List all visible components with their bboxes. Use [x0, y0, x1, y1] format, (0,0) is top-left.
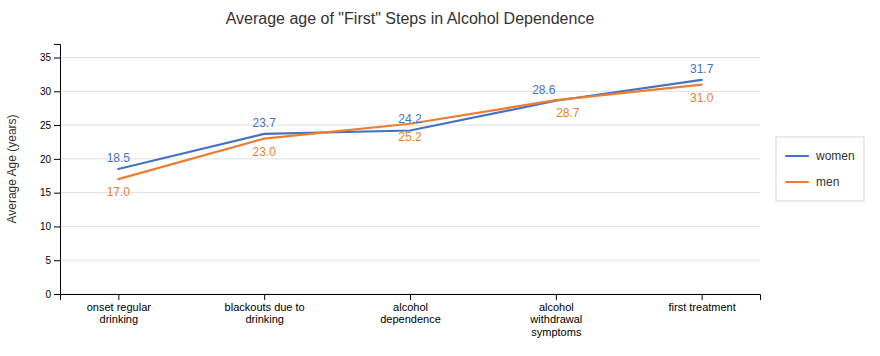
x-tick-mark: [264, 294, 265, 300]
data-label: 28.7: [556, 106, 580, 120]
y-tick: 30: [40, 86, 60, 97]
x-tick-label-line: onset regular: [87, 301, 152, 313]
plot-area: 05101520253035onset regulardrinkingblack…: [40, 45, 761, 339]
y-tick-mark: [54, 226, 60, 227]
data-label: 18.5: [107, 151, 131, 165]
chart-svg: 05101520253035onset regulardrinkingblack…: [0, 0, 880, 356]
x-tick-label-line: first treatment: [669, 301, 736, 313]
y-tick-mark: [54, 193, 60, 194]
x-tick-label: alcoholwithdrawalsymptoms: [529, 301, 582, 338]
data-label: 24.2: [398, 112, 422, 126]
data-label: 25.2: [398, 130, 422, 144]
y-tick-mark: [54, 260, 60, 261]
x-tick-mark: [702, 294, 703, 300]
x-tick-label-line: blackouts due to: [225, 301, 305, 313]
x-tick: first treatment: [669, 294, 736, 313]
y-tick-label: 20: [40, 154, 52, 165]
data-label: 23.0: [252, 145, 276, 159]
x-tick-label-line: drinking: [100, 313, 139, 325]
y-tick-label: 0: [45, 289, 51, 300]
legend-item: women: [786, 149, 855, 163]
data-label: 28.6: [532, 83, 556, 97]
grid-line: [60, 260, 760, 261]
legend: women men: [776, 137, 864, 201]
y-tick-mark: [54, 294, 60, 295]
y-tick-label: 30: [40, 86, 52, 97]
y-axis-line: [54, 45, 61, 295]
y-tick-label: 35: [40, 52, 52, 63]
legend-swatch: [786, 181, 808, 183]
x-tick-label: blackouts due todrinking: [225, 301, 305, 326]
y-tick-mark: [54, 58, 60, 59]
x-tick-label-line: dependence: [380, 313, 441, 325]
grid-line: [60, 91, 760, 92]
y-tick-label: 10: [40, 221, 52, 232]
x-tick: blackouts due todrinking: [225, 294, 305, 325]
y-tick: 5: [45, 255, 60, 266]
y-tick-mark: [54, 91, 60, 92]
x-tick: alcoholwithdrawalsymptoms: [529, 294, 582, 338]
chart-container: 05101520253035onset regulardrinkingblack…: [0, 0, 880, 356]
data-label: 31.0: [690, 91, 714, 105]
y-axis: 0 5 10 15 20 25 30 35: [40, 45, 61, 300]
grid-line: [60, 57, 760, 58]
grid-line: [60, 226, 760, 227]
x-tick-label-line: withdrawal: [529, 313, 582, 325]
x-tick-label-line: drinking: [245, 313, 284, 325]
data-label: 23.7: [252, 116, 276, 130]
y-tick-label: 15: [40, 187, 52, 198]
chart-title: Average age of "First" Steps in Alcohol …: [226, 10, 595, 27]
x-tick-mark: [118, 294, 119, 300]
x-tick-label: first treatment: [669, 301, 736, 313]
legend-label: men: [816, 175, 839, 189]
x-tick-label-line: alcohol: [539, 301, 574, 313]
x-tick-label-line: alcohol: [393, 301, 428, 313]
y-axis-title: Average Age (years): [5, 114, 19, 223]
data-label: 31.7: [690, 62, 714, 76]
x-tick: onset regulardrinking: [87, 294, 152, 325]
y-tick-mark: [54, 125, 60, 126]
data-labels: 18.5 23.7 24.2 28.6 31.7 17.0 23.0 25.2 28.7 31.0: [107, 62, 714, 199]
legend-label: women: [815, 149, 855, 163]
x-tick-label-line: symptoms: [531, 326, 582, 338]
y-tick: 10: [40, 221, 60, 232]
y-tick-mark: [54, 159, 60, 160]
x-axis: onset regulardrinkingblackouts due todri…: [61, 294, 761, 338]
x-axis-line: [61, 295, 761, 301]
y-tick: 15: [40, 187, 60, 198]
legend-swatch: [786, 155, 808, 157]
legend-frame: [776, 137, 864, 201]
x-tick: alcoholdependence: [380, 294, 441, 325]
y-tick-label: 5: [45, 255, 51, 266]
y-tick-label: 25: [40, 120, 52, 131]
series-line: [118, 85, 701, 180]
y-tick: 25: [40, 120, 60, 131]
y-tick: 20: [40, 154, 60, 165]
legend-item: men: [786, 175, 839, 189]
grid-line: [60, 192, 760, 193]
x-tick-mark: [556, 294, 557, 300]
y-tick: 0: [45, 289, 60, 300]
y-tick: 35: [40, 52, 60, 63]
series-lines: [118, 80, 701, 179]
x-tick-label: alcoholdependence: [380, 301, 441, 326]
data-label: 17.0: [107, 185, 131, 199]
x-tick-mark: [410, 294, 411, 300]
x-tick-label: onset regulardrinking: [87, 301, 152, 326]
grid: [60, 58, 760, 294]
